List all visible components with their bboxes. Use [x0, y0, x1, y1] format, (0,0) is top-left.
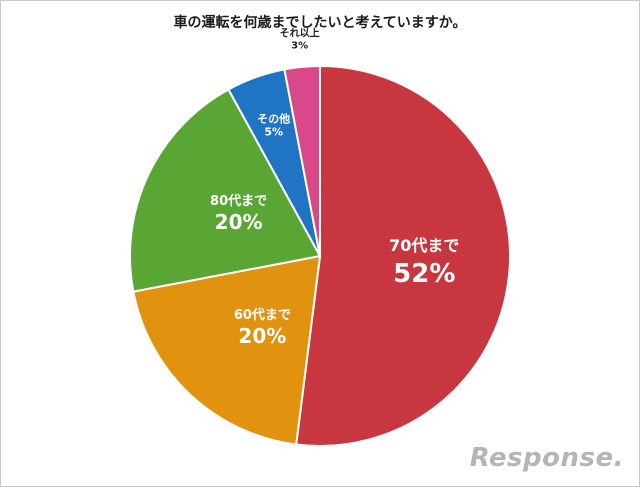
slice-label-3: 80代まで: [210, 193, 267, 209]
slice-value-2: 20%: [238, 324, 286, 348]
chart-title: 車の運転を何歳までしたいと考えていますか。: [173, 15, 467, 31]
slice-value-5: 3%: [291, 40, 308, 51]
slice-value-3: 20%: [215, 210, 263, 234]
pie-slice-2: [132, 254, 322, 446]
slice-value-4: 5%: [264, 126, 283, 139]
slice-value-1: 52%: [393, 259, 455, 289]
slice-label-1: 70代まで: [389, 236, 459, 255]
response-logo: Response.: [469, 443, 624, 473]
slice-label-2: 60代まで: [234, 307, 291, 323]
slice-label-4: その他: [257, 111, 290, 125]
pie-slices: [129, 64, 511, 447]
pie-slice-5: [283, 64, 321, 257]
pie-slice-3: [129, 88, 322, 293]
slice-label-5: それ以上: [280, 26, 320, 39]
pie-slice-1: [295, 64, 511, 447]
